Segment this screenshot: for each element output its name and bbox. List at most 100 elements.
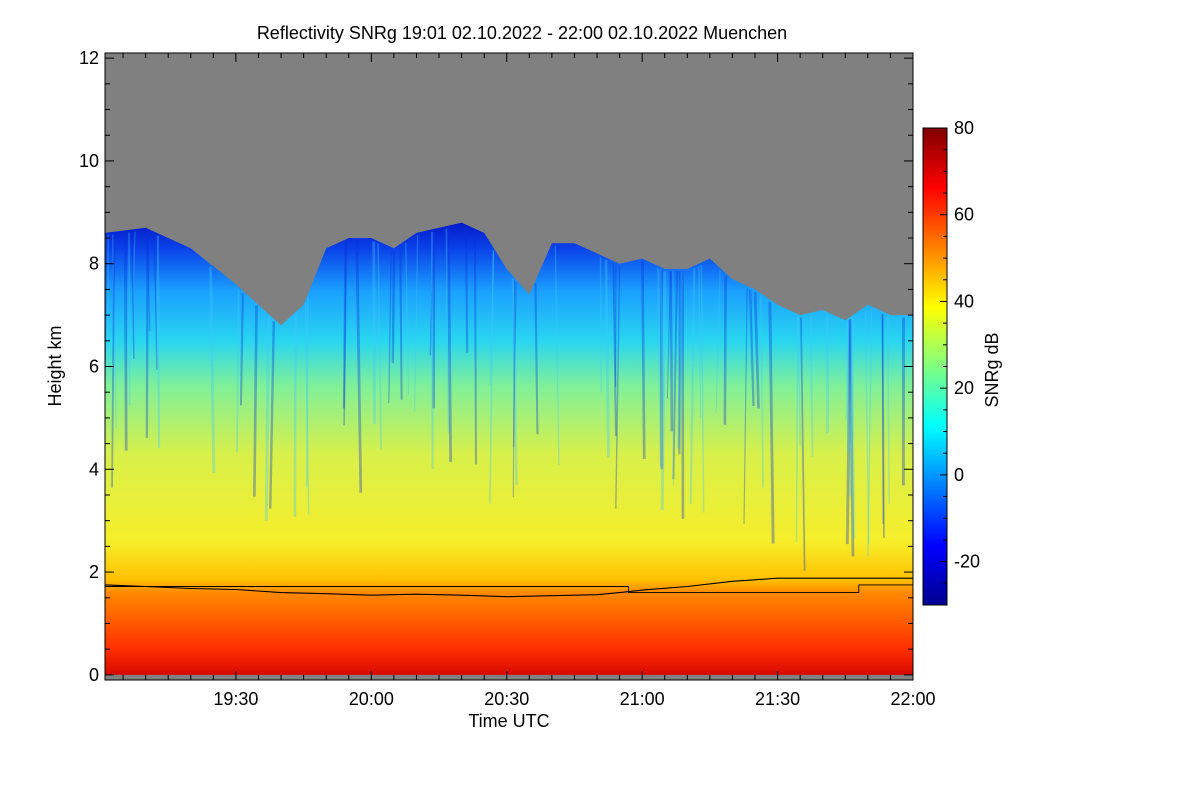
colorbar-ticks: -20 0 20 40 60 80 — [940, 118, 980, 606]
fall-streak — [342, 242, 347, 409]
fall-streak — [715, 270, 721, 414]
fall-streak — [864, 309, 870, 544]
fall-streak — [489, 250, 495, 386]
fall-streak — [473, 231, 478, 465]
fall-streak — [660, 271, 667, 511]
fall-streak — [236, 289, 240, 453]
fall-streak — [845, 319, 852, 545]
fall-streak — [689, 268, 696, 504]
fall-streak — [795, 316, 799, 543]
fall-streak — [269, 321, 276, 509]
fall-streak — [698, 266, 702, 419]
fall-streak — [405, 242, 410, 395]
fall-streak — [446, 228, 453, 462]
fall-streak — [343, 241, 348, 426]
colorbar: -20 0 20 40 60 80 SNRg dB — [922, 118, 1002, 606]
colorbar-tick-label: 0 — [954, 465, 964, 485]
x-tick-label: 22:00 — [890, 689, 935, 709]
fall-streak — [672, 271, 674, 485]
plot-area — [105, 53, 913, 680]
fall-streak — [209, 266, 216, 474]
fall-streak — [604, 260, 610, 458]
fall-streak — [641, 261, 646, 460]
y-axis-title: Height km — [45, 325, 65, 406]
fall-streak — [867, 309, 873, 557]
fall-streak — [156, 235, 161, 449]
fall-streak — [399, 246, 403, 400]
x-tick-label: 19:30 — [213, 689, 258, 709]
y-tick-label: 10 — [79, 151, 99, 171]
y-tick-label: 4 — [89, 459, 99, 479]
fall-streak — [445, 228, 450, 433]
colorbar-tick-label: -20 — [954, 552, 980, 572]
fall-streak — [659, 269, 665, 407]
fall-streak — [723, 275, 727, 425]
fall-streak — [372, 241, 377, 424]
fall-streak — [145, 231, 149, 438]
y-tick-label: 2 — [89, 562, 99, 582]
y-axis: 0 2 4 6 8 10 12 — [79, 48, 913, 685]
chart-title: Reflectivity SNRg 19:01 02.10.2022 - 22:… — [257, 23, 787, 43]
fall-streak — [253, 305, 258, 497]
fall-streak — [489, 250, 495, 504]
y-tick-label: 6 — [89, 357, 99, 377]
x-tick-label: 21:00 — [620, 689, 665, 709]
fall-streak — [112, 234, 117, 428]
fall-streak — [615, 266, 621, 509]
fall-streak — [749, 289, 755, 407]
fall-streak — [123, 232, 128, 451]
y-tick-label: 0 — [89, 665, 99, 685]
fall-streak — [414, 235, 419, 412]
fall-streak — [700, 265, 705, 513]
fall-streak — [388, 249, 392, 404]
fall-streak — [599, 257, 602, 393]
x-tick-label: 20:00 — [349, 689, 394, 709]
fall-streak — [512, 280, 515, 498]
fall-streak — [846, 321, 850, 453]
fall-streak — [810, 315, 814, 458]
fall-streak — [669, 271, 674, 432]
fall-streak — [391, 250, 396, 364]
fall-streak — [429, 231, 435, 356]
fall-streak — [377, 243, 382, 450]
fall-streak — [130, 231, 136, 353]
fall-streak — [753, 292, 760, 409]
fall-streak — [659, 269, 664, 470]
fall-streak — [845, 320, 850, 421]
colorbar-label: SNRg dB — [982, 332, 1002, 407]
fall-streak — [264, 316, 270, 521]
fall-streak — [554, 245, 560, 465]
x-axis: 19:30 20:00 20:30 21:00 21:30 22:00 — [122, 53, 936, 709]
y-tick-label: 8 — [89, 254, 99, 274]
fall-streak — [760, 296, 764, 488]
fall-streak — [881, 313, 884, 524]
fall-streak — [881, 314, 885, 538]
fall-streak — [672, 271, 678, 480]
fall-streak — [111, 234, 116, 488]
fall-streak — [304, 302, 310, 515]
reference-line — [105, 584, 913, 594]
fall-streak — [534, 283, 539, 435]
fall-streak — [666, 271, 671, 399]
fall-streak — [850, 318, 856, 539]
fall-streak — [106, 235, 110, 337]
x-tick-label: 20:30 — [484, 689, 529, 709]
fall-streak — [355, 240, 363, 493]
fall-streak — [239, 293, 244, 406]
fall-streak — [464, 227, 469, 353]
streak-layer — [105, 227, 905, 571]
fall-streak — [768, 302, 775, 544]
fall-streak — [153, 234, 158, 371]
fall-streak — [612, 263, 617, 436]
fall-streak — [797, 316, 801, 447]
fall-streak — [743, 288, 748, 524]
fall-streak — [131, 232, 135, 359]
colorbar-tick-label: 40 — [954, 291, 974, 311]
fall-streak — [513, 282, 517, 448]
fall-streak — [511, 278, 518, 486]
colorbar-tick-label: 60 — [954, 205, 974, 225]
fall-streak — [305, 296, 309, 488]
melting-layer-line — [105, 577, 913, 598]
fall-streak — [146, 230, 151, 332]
